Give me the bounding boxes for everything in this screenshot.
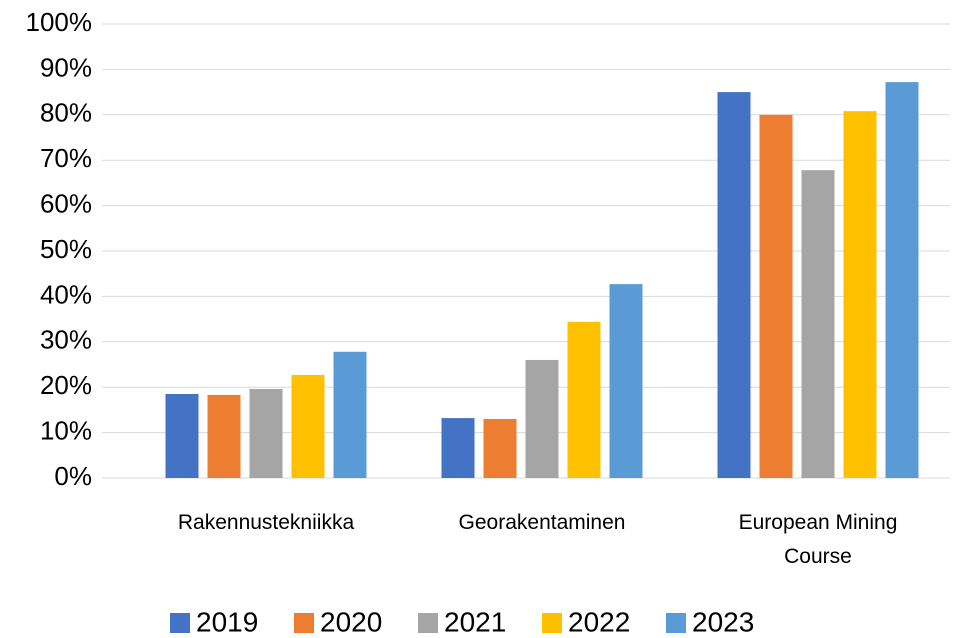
bar — [843, 111, 877, 478]
legend-label: 2021 — [444, 606, 506, 637]
y-tick-label: 50% — [40, 234, 92, 264]
bar — [483, 418, 517, 478]
y-tick-label: 90% — [40, 52, 92, 82]
legend-swatch — [294, 613, 314, 633]
x-tick-label: European Mining Course — [738, 511, 898, 568]
legend-swatch — [542, 613, 562, 633]
bar — [567, 321, 601, 478]
bar — [249, 389, 283, 478]
legend-swatch — [170, 613, 190, 633]
bar — [885, 82, 919, 478]
y-tick-label: 30% — [40, 325, 92, 355]
bar — [165, 394, 199, 478]
y-tick-label: 0% — [54, 461, 92, 491]
y-tick-label: 20% — [40, 370, 92, 400]
y-tick-label: 70% — [40, 143, 92, 173]
bar — [525, 359, 559, 478]
bar — [717, 92, 751, 478]
x-tick-label: Georakentaminen — [458, 511, 626, 534]
y-tick-label: 40% — [40, 279, 92, 309]
legend-label: 2023 — [692, 606, 754, 637]
legend-swatch — [666, 613, 686, 633]
legend-label: 2019 — [196, 606, 258, 637]
x-tick-label: Rakennustekniikka — [177, 511, 355, 534]
legend-swatch — [418, 613, 438, 633]
bar — [609, 284, 643, 478]
bar — [801, 170, 835, 479]
y-tick-label: 60% — [40, 188, 92, 218]
bar — [441, 418, 475, 478]
y-tick-label: 10% — [40, 415, 92, 445]
legend-label: 2020 — [320, 606, 382, 637]
legend-label: 2022 — [568, 606, 630, 637]
bar — [291, 374, 325, 478]
y-tick-label: 80% — [40, 98, 92, 128]
bar — [207, 394, 241, 478]
y-tick-label: 100% — [26, 7, 93, 37]
bar — [333, 351, 367, 478]
bar — [759, 114, 793, 479]
